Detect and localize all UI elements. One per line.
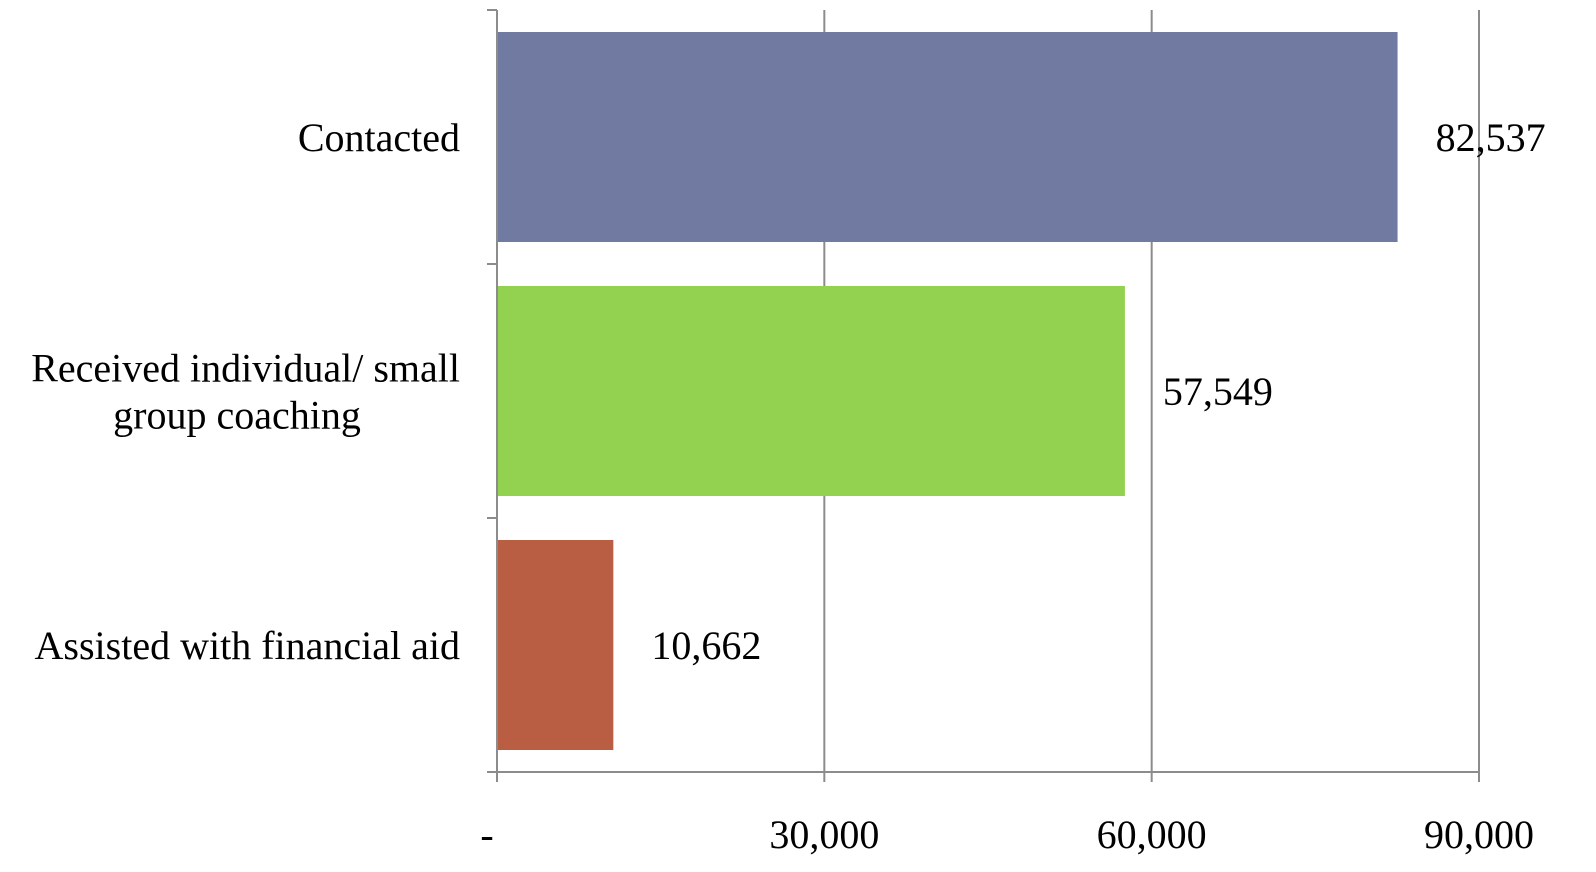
category-label-1-line-0: Received individual/ small: [31, 346, 460, 391]
data-label-1: 57,549: [1163, 369, 1273, 414]
bar-2: [497, 540, 614, 750]
data-label-2: 10,662: [651, 623, 761, 668]
bars: [497, 32, 1398, 750]
x-tick-label-0: -: [480, 812, 493, 857]
category-label-0: Contacted: [298, 115, 460, 160]
data-label-0: 82,537: [1436, 115, 1546, 160]
bar-0: [497, 32, 1398, 242]
labels: 82,537 Contacted 57,549 Received individual…: [31, 115, 1545, 857]
category-label-2: Assisted with financial aid: [35, 623, 460, 668]
category-label-1: Received individual/ small group coaching: [31, 346, 460, 438]
x-tick-label-3: 90,000: [1424, 812, 1534, 857]
x-tick-label-1: 30,000: [769, 812, 879, 857]
category-label-1-line-1: group coaching: [113, 393, 361, 438]
bar-1: [497, 286, 1125, 496]
axes: [487, 9, 1480, 782]
x-tick-label-2: 60,000: [1097, 812, 1207, 857]
